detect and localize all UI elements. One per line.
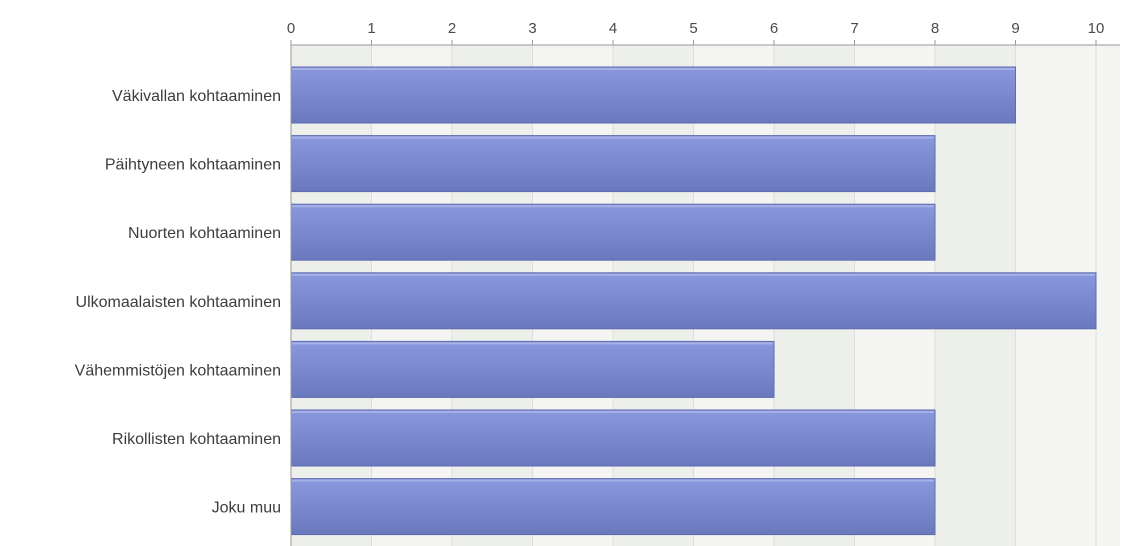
category-label: Päihtyneen kohtaaminen: [105, 157, 281, 174]
bar: [290, 409, 936, 467]
axis: [290, 40, 1120, 546]
bar-highlight: [292, 479, 934, 482]
category-label: Joku muu: [212, 500, 281, 517]
bar: [290, 203, 936, 261]
bar-highlight: [292, 273, 1095, 276]
x-tick-label: 5: [689, 20, 697, 37]
category-label: Ulkomaalaisten kohtaaminen: [76, 294, 281, 311]
bar: [290, 478, 936, 536]
bars: [290, 66, 1097, 536]
x-tick-label: 3: [528, 20, 536, 37]
category-label: Rikollisten kohtaaminen: [112, 431, 281, 448]
bar-highlight: [292, 68, 1015, 70]
x-tick-label: 9: [1011, 20, 1019, 37]
x-tick-label: 4: [609, 20, 617, 37]
category-label: Nuorten kohtaaminen: [128, 225, 281, 242]
bar-highlight: [292, 205, 934, 208]
bar-highlight: [292, 136, 934, 139]
category-label: Vähemmistöjen kohtaaminen: [75, 362, 281, 379]
x-tick-label: 2: [448, 20, 456, 37]
x-tick-labels: 0 1 2 3 4 5 6 7 8 9 10: [287, 20, 1105, 37]
bar-highlight: [292, 342, 773, 345]
x-tick-label: 10: [1088, 20, 1105, 37]
x-tick-label: 7: [850, 20, 858, 37]
category-label: Väkivallan kohtaaminen: [112, 88, 281, 105]
x-tick-label: 8: [931, 20, 939, 37]
x-tick-label: 0: [287, 20, 295, 37]
x-tick-label: 6: [770, 20, 778, 37]
bar: [290, 66, 1016, 124]
bar: [290, 135, 936, 193]
category-labels: Väkivallan kohtaaminen Päihtyneen kohtaam…: [75, 88, 281, 517]
bar-highlight: [292, 411, 934, 413]
bar: [290, 340, 775, 398]
bar: [290, 272, 1097, 330]
x-tick-label: 1: [367, 20, 375, 37]
